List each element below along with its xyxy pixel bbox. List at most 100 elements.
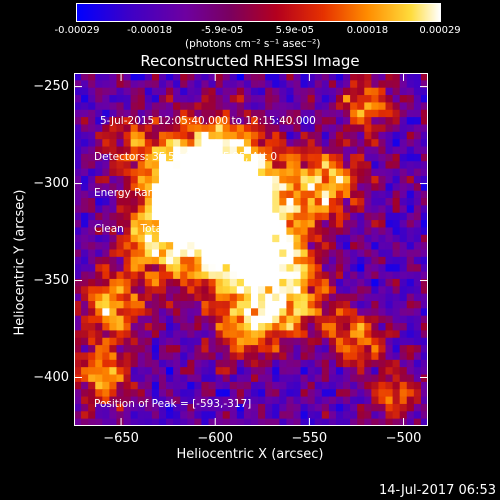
heatmap-cell: [166, 175, 174, 184]
heatmap-cell: [293, 293, 302, 302]
heatmap-cell: [81, 271, 89, 280]
heatmap-cell: [158, 227, 167, 236]
heatmap-cell: [293, 286, 302, 295]
heatmap-cell: [123, 381, 132, 390]
heatmap-cell: [357, 389, 365, 398]
heatmap-cell: [95, 227, 103, 236]
heatmap-cell: [88, 168, 96, 177]
heatmap-cell: [258, 227, 266, 236]
heatmap-cell: [95, 205, 103, 214]
heatmap-cell: [116, 212, 125, 221]
heatmap-cell: [208, 389, 217, 398]
heatmap-cell: [371, 278, 380, 287]
heatmap-cell: [173, 131, 181, 140]
heatmap-cell: [293, 315, 302, 324]
heatmap-cell: [194, 278, 203, 287]
heatmap-cell: [314, 131, 323, 140]
heatmap-cell: [81, 381, 89, 390]
heatmap-cell: [137, 293, 146, 302]
heatmap-cell: [229, 396, 238, 405]
heatmap-cell: [215, 242, 224, 251]
heatmap-cell: [265, 161, 273, 170]
heatmap-cell: [335, 212, 344, 221]
heatmap-cell: [109, 87, 118, 96]
heatmap-cell: [335, 367, 344, 376]
heatmap-cell: [343, 352, 351, 361]
heatmap-cell: [81, 102, 89, 111]
heatmap-cell: [130, 153, 139, 162]
heatmap-cell: [236, 411, 245, 420]
heatmap-cell: [116, 190, 125, 199]
heatmap-cell: [413, 205, 422, 214]
heatmap-cell: [321, 234, 330, 243]
heatmap-cell: [364, 293, 372, 302]
heatmap-cell: [258, 271, 266, 280]
heatmap-cell: [222, 198, 231, 206]
heatmap-cell: [406, 396, 415, 405]
heatmap-cell: [392, 168, 401, 177]
heatmap-cell: [187, 323, 195, 331]
heatmap-cell: [272, 256, 280, 265]
heatmap-cell: [343, 271, 351, 280]
heatmap-cell: [194, 352, 203, 361]
heatmap-cell: [180, 330, 188, 339]
heatmap-cell: [102, 95, 110, 104]
heatmap-cell: [265, 183, 273, 192]
heatmap-cell: [300, 73, 309, 81]
heatmap-cell: [158, 330, 167, 339]
heatmap-cell: [88, 374, 96, 383]
heatmap-cell: [166, 256, 174, 265]
heatmap-cell: [392, 381, 401, 390]
heatmap-cell: [236, 367, 245, 376]
heatmap-cell: [392, 109, 401, 118]
heatmap-cell: [81, 205, 89, 214]
heatmap-cell: [243, 198, 252, 206]
heatmap-cell: [123, 146, 132, 155]
heatmap-cell: [215, 102, 224, 111]
heatmap-cell: [95, 293, 103, 302]
heatmap-cell: [243, 146, 252, 155]
heatmap-cell: [406, 117, 415, 126]
heatmap-cell: [371, 212, 380, 221]
heatmap-cell: [144, 102, 153, 111]
heatmap-cell: [173, 352, 181, 361]
heatmap-cell: [208, 330, 217, 339]
heatmap-cell: [406, 293, 415, 302]
heatmap-cell: [201, 212, 210, 221]
heatmap-cell: [151, 315, 160, 324]
heatmap-cell: [180, 153, 188, 162]
heatmap-cell: [74, 323, 82, 331]
heatmap-cell: [109, 352, 118, 361]
heatmap-cell: [102, 359, 110, 368]
heatmap-cell: [151, 418, 160, 426]
heatmap-cell: [116, 249, 125, 258]
heatmap-cell: [420, 168, 428, 177]
heatmap-cell: [95, 73, 103, 81]
heatmap-cell: [413, 374, 422, 383]
heatmap-cell: [180, 212, 188, 221]
heatmap-cell: [229, 345, 238, 354]
heatmap-cell: [413, 278, 422, 287]
heatmap-cell: [208, 242, 217, 251]
heatmap-cell: [406, 323, 415, 331]
heatmap-cell: [116, 330, 125, 339]
heatmap-cell: [88, 153, 96, 162]
heatmap-cell: [328, 345, 337, 354]
heatmap-cell: [201, 300, 210, 309]
heatmap-cell: [137, 80, 146, 89]
heatmap-cell: [215, 95, 224, 104]
heatmap-cell: [399, 168, 408, 177]
heatmap-cell: [130, 212, 139, 221]
heatmap-cell: [81, 183, 89, 192]
heatmap-cell: [371, 102, 380, 111]
heatmap-cell: [243, 102, 252, 111]
heatmap-cell: [371, 256, 380, 265]
heatmap-cell: [272, 227, 280, 236]
heatmap-cell: [130, 146, 139, 155]
heatmap-cell: [272, 234, 280, 243]
heatmap-cell: [243, 359, 252, 368]
heatmap-cell: [137, 198, 146, 206]
heatmap-cell: [371, 139, 380, 148]
heatmap-cell: [137, 389, 146, 398]
heatmap-cell: [194, 300, 203, 309]
